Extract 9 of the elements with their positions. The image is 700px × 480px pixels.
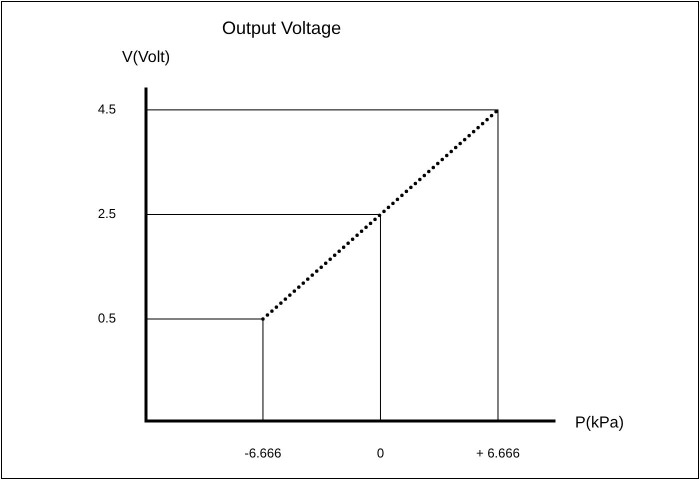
- x-tick-label: -6.666: [244, 445, 282, 460]
- x-tick-label: 0: [376, 445, 384, 460]
- y-tick-label: 4.5: [98, 101, 116, 116]
- y-tick-label: 2.5: [98, 206, 116, 222]
- x-axis-title: P(kPa): [575, 414, 624, 432]
- y-tick-label: 0.5: [98, 310, 116, 326]
- x-tick-label: + 6.666: [476, 445, 520, 460]
- chart-title: Output Voltage: [222, 18, 342, 38]
- y-axis-title: V(Volt): [122, 49, 170, 66]
